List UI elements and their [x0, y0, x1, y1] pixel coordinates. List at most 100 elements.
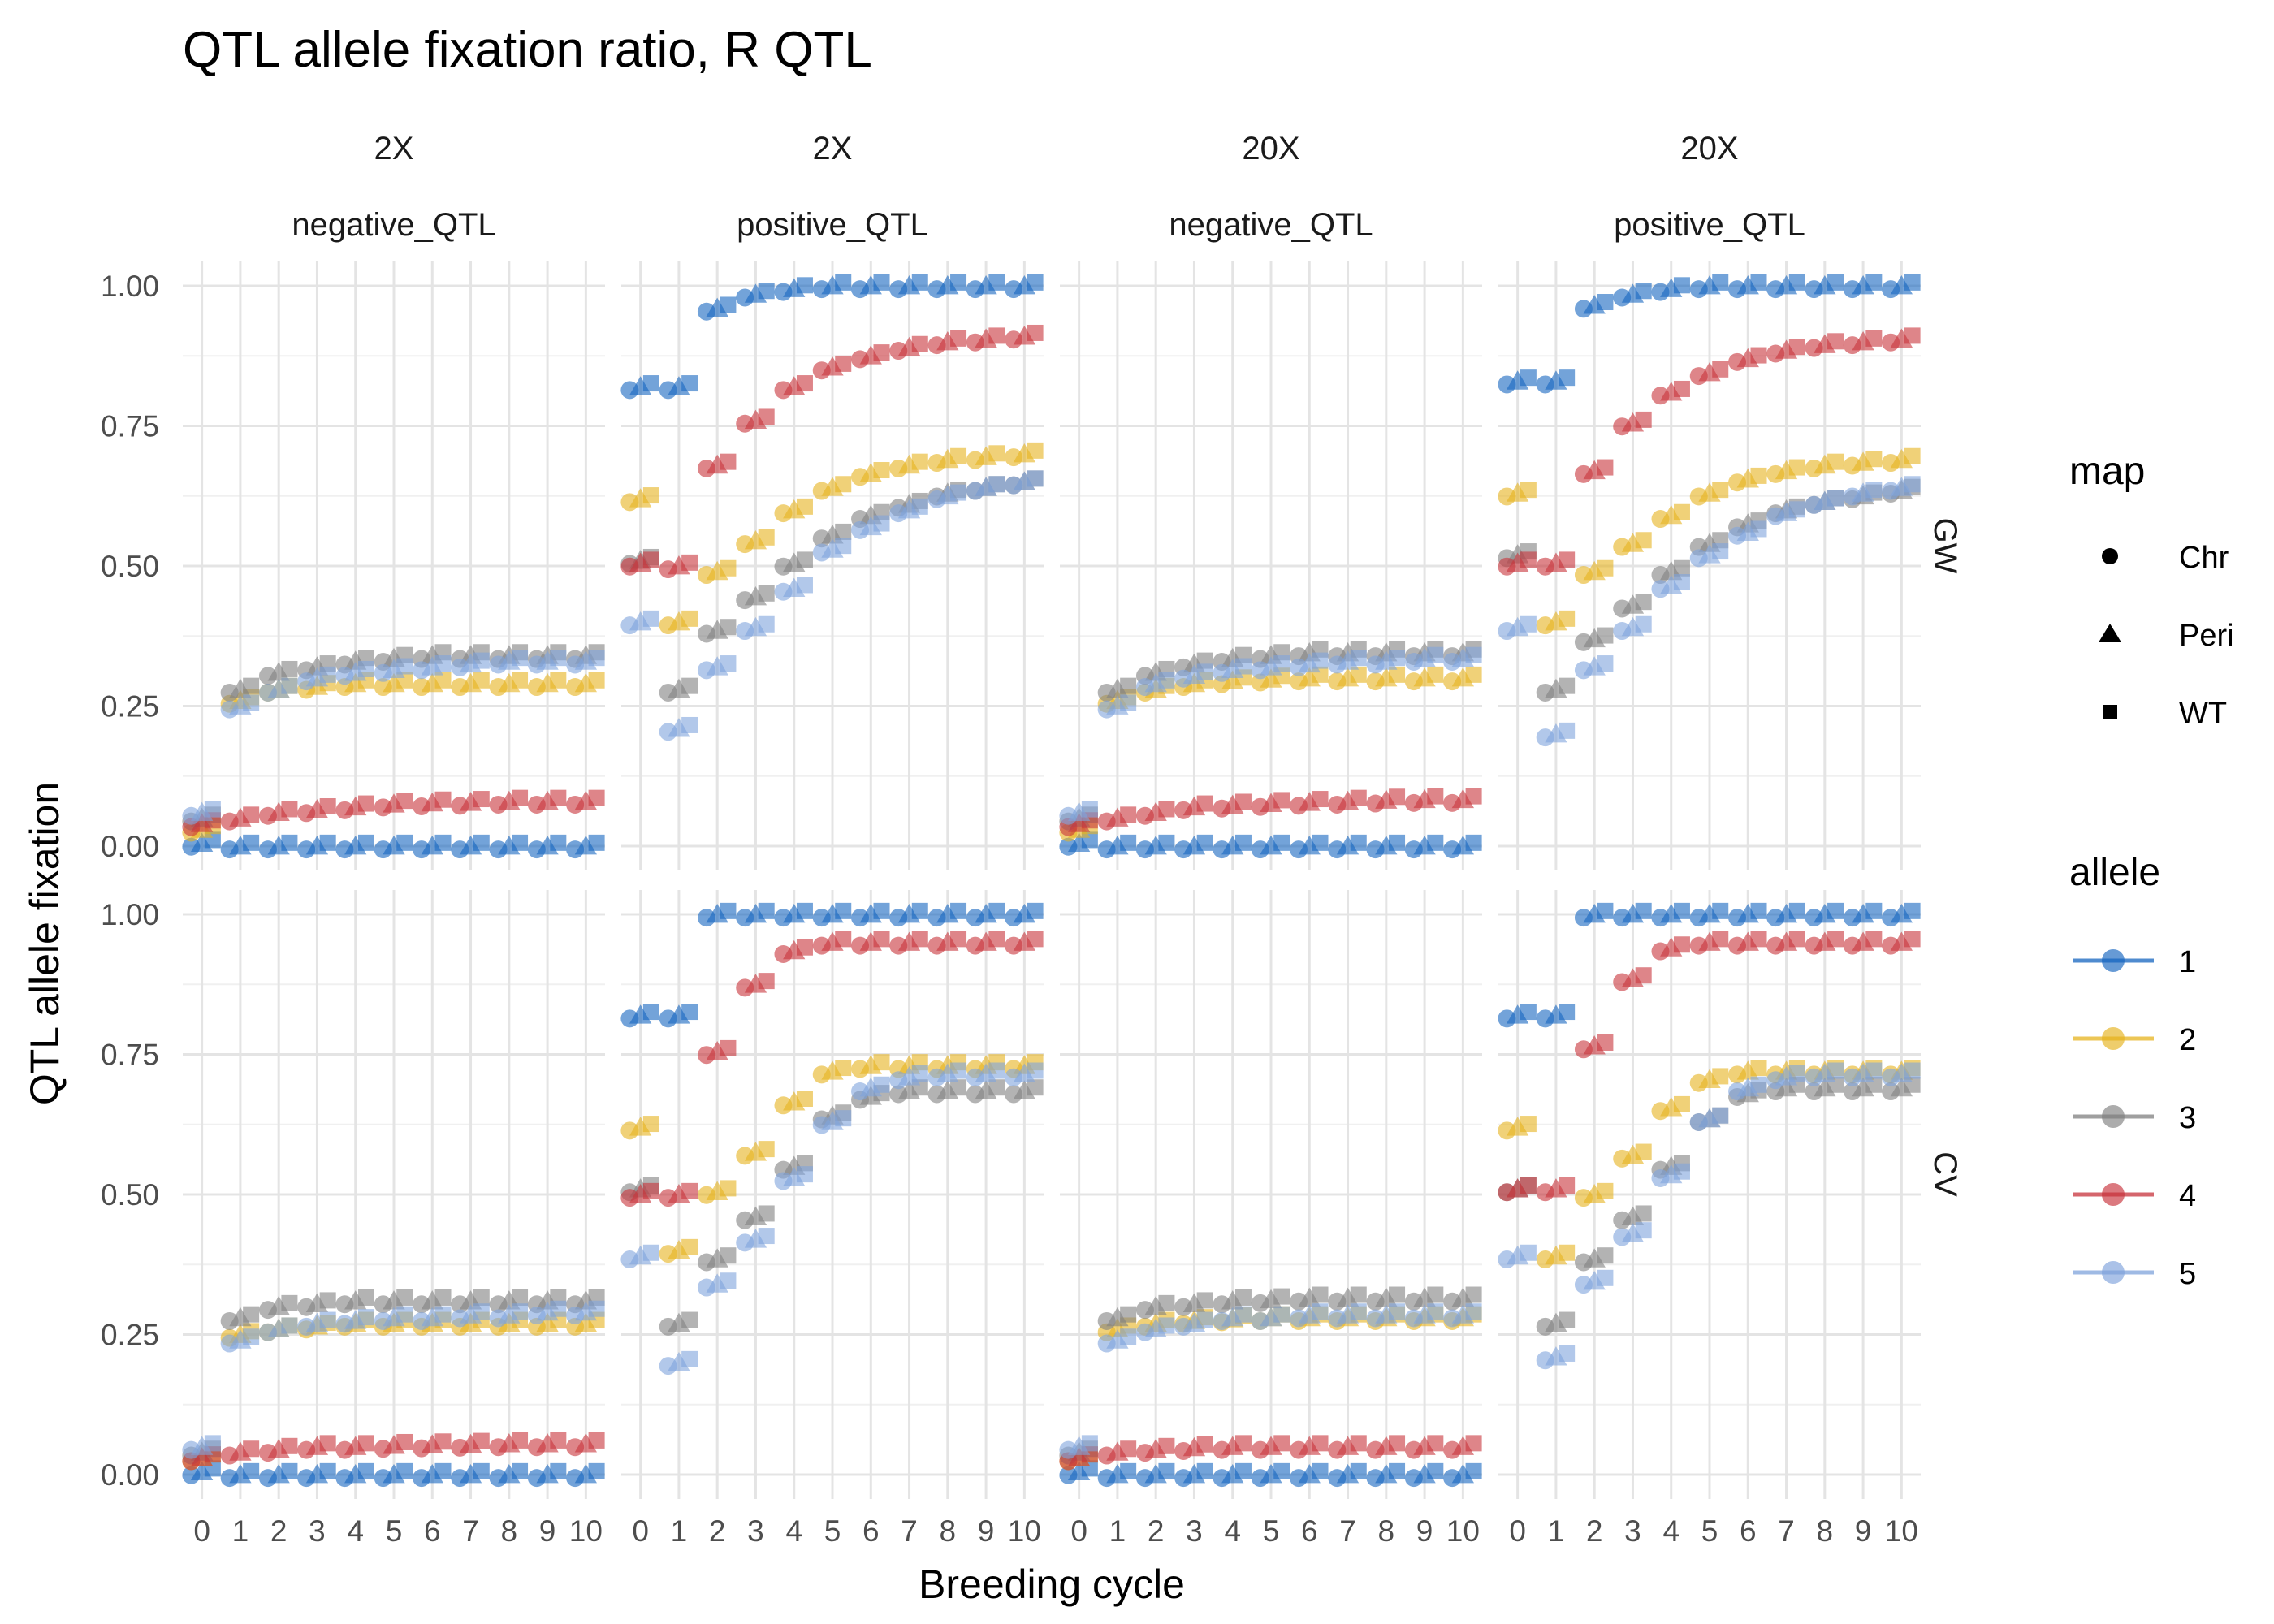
- data-point-allele-5: [950, 484, 967, 501]
- data-point-allele-5: [396, 658, 413, 675]
- data-point-allele-5: [911, 498, 928, 515]
- data-point-allele-5: [835, 1110, 852, 1127]
- data-point-allele-2: [642, 1116, 659, 1133]
- data-point-allele-2: [835, 476, 852, 493]
- data-point-allele-3: [281, 1294, 298, 1311]
- data-point-allele-5: [1427, 646, 1444, 663]
- x-tick-label: 10: [1446, 1514, 1480, 1548]
- x-tick-label: 7: [462, 1514, 479, 1548]
- data-point-allele-4: [550, 1432, 567, 1449]
- data-point-allele-5: [1712, 1107, 1729, 1124]
- data-point-allele-1: [1196, 834, 1213, 851]
- legend-key-wt: [2103, 705, 2117, 719]
- data-point-allele-4: [1389, 1435, 1406, 1452]
- data-point-allele-1: [434, 834, 452, 851]
- strip-label-top: 20X: [1680, 131, 1738, 166]
- data-point-allele-3: [396, 1289, 413, 1306]
- data-point-allele-4: [835, 931, 852, 948]
- data-point-allele-5: [1465, 1303, 1482, 1320]
- data-point-allele-4: [281, 1437, 298, 1454]
- data-point-allele-5: [1788, 1065, 1805, 1082]
- x-tick-label: 0: [193, 1514, 210, 1548]
- data-point-allele-5: [243, 694, 260, 711]
- data-point-allele-5: [1788, 501, 1805, 518]
- data-point-allele-4: [357, 1435, 374, 1452]
- data-point-allele-5: [1081, 801, 1098, 818]
- data-point-allele-5: [588, 650, 605, 667]
- data-point-allele-1: [281, 1462, 298, 1479]
- strip-label-bottom: positive_QTL: [1614, 207, 1805, 243]
- data-point-allele-5: [204, 1435, 221, 1452]
- x-tick-label: 4: [785, 1514, 802, 1548]
- y-tick-label: 0.75: [101, 1039, 159, 1072]
- data-point-allele-1: [1827, 274, 1844, 291]
- data-point-allele-4: [434, 1433, 452, 1450]
- data-point-allele-4: [1827, 333, 1844, 350]
- data-point-allele-2: [512, 672, 529, 689]
- data-point-allele-5: [988, 476, 1005, 493]
- data-point-allele-4: [1520, 551, 1537, 568]
- data-point-allele-4: [243, 1440, 260, 1458]
- data-point-allele-4: [1027, 931, 1044, 948]
- x-tick-label: 1: [232, 1514, 249, 1548]
- data-point-allele-1: [512, 1462, 529, 1479]
- data-point-allele-2: [1750, 467, 1767, 484]
- x-tick-label: 2: [270, 1514, 287, 1548]
- data-point-allele-5: [1559, 722, 1576, 739]
- x-tick-label: 2: [709, 1514, 726, 1548]
- data-point-allele-5: [1234, 1306, 1252, 1323]
- legend-key-point: [2102, 1183, 2125, 1206]
- data-point-allele-5: [1273, 655, 1290, 672]
- x-tick-label: 9: [1416, 1514, 1433, 1548]
- data-point-allele-2: [873, 462, 890, 479]
- legend: map Chr Peri WT allele 1 2 3 4 5: [2069, 450, 2234, 1291]
- x-tick-label: 3: [1186, 1514, 1203, 1548]
- data-point-allele-2: [796, 1091, 813, 1108]
- data-point-allele-4: [512, 1432, 529, 1449]
- strip-label-bottom: positive_QTL: [737, 207, 928, 243]
- panel-grid: [183, 261, 605, 870]
- data-point-allele-4: [796, 375, 813, 392]
- data-point-allele-4: [1750, 931, 1767, 948]
- data-point-allele-1: [1027, 274, 1044, 291]
- data-point-allele-5: [1673, 1163, 1690, 1180]
- data-point-allele-1: [319, 834, 336, 851]
- data-point-allele-5: [473, 1303, 490, 1320]
- data-point-allele-4: [1312, 791, 1329, 808]
- strip-label-bottom: negative_QTL: [292, 207, 495, 243]
- row-strip-label: GW: [1927, 518, 1963, 574]
- data-point-allele-5: [796, 577, 813, 594]
- data-point-allele-2: [1827, 453, 1844, 470]
- data-point-allele-2: [1635, 532, 1652, 549]
- panel-points: [620, 274, 1044, 741]
- data-point-allele-4: [758, 408, 775, 425]
- data-point-allele-5: [473, 652, 490, 669]
- data-point-allele-5: [796, 1166, 813, 1183]
- data-point-allele-2: [588, 672, 605, 689]
- data-point-allele-2: [1350, 666, 1367, 683]
- data-point-allele-5: [281, 677, 298, 694]
- data-point-allele-5: [319, 666, 336, 683]
- legend-label: 2: [2179, 1023, 2196, 1057]
- data-point-allele-3: [1027, 1079, 1044, 1096]
- x-tick-label: 10: [569, 1514, 603, 1548]
- legend-key-point: [2102, 949, 2125, 972]
- data-point-allele-4: [720, 1039, 737, 1056]
- data-point-allele-4: [512, 789, 529, 806]
- data-point-allele-5: [1520, 1244, 1537, 1261]
- data-point-allele-2: [1427, 666, 1444, 683]
- data-point-allele-2: [473, 672, 490, 689]
- x-tick-label: 8: [940, 1514, 957, 1548]
- data-point-allele-4: [588, 1432, 605, 1449]
- data-point-allele-3: [1312, 1286, 1329, 1303]
- data-point-allele-4: [1827, 931, 1844, 948]
- data-point-allele-2: [796, 498, 813, 515]
- data-point-allele-2: [1597, 559, 1614, 577]
- chart-title: QTL allele fixation ratio, R QTL: [183, 22, 872, 78]
- panel-points: [1059, 1286, 1482, 1488]
- data-point-allele-5: [281, 1317, 298, 1334]
- data-point-allele-3: [681, 1311, 698, 1328]
- data-point-allele-1: [796, 277, 813, 294]
- data-point-allele-5: [1158, 1317, 1175, 1334]
